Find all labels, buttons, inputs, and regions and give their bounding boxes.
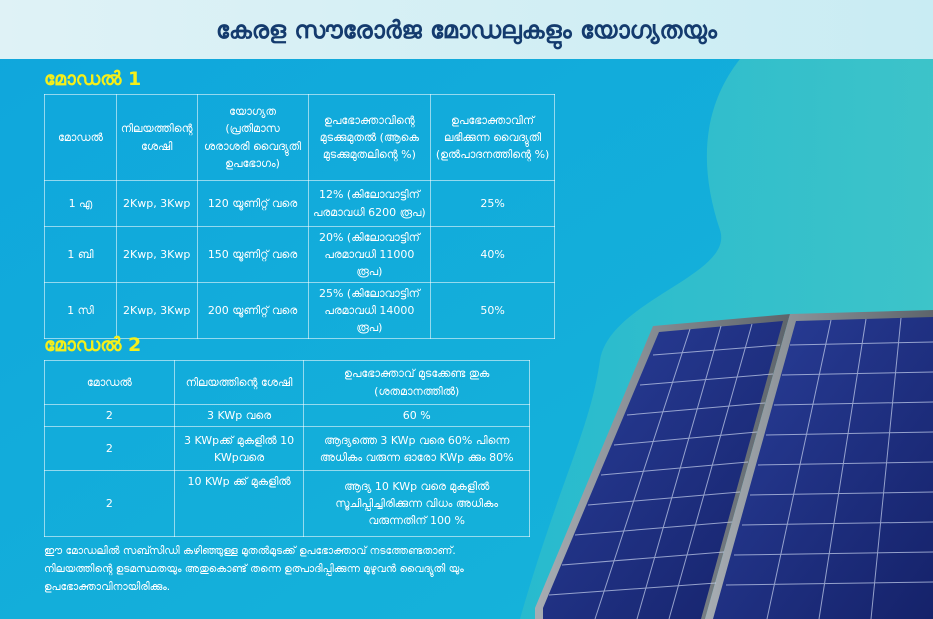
table-row: 2 10 KWp ക്ക് മുകളിൽ ആദ്യ 10 KWp വരെ മുക… xyxy=(44,470,530,538)
table-row: 1 എ 2Kwp, 3Kwp 120 യൂണിറ്റ് വരെ 12% (കില… xyxy=(44,180,555,227)
page-header: കേരള സൗരോർജ മോഡലുകളും യോഗ്യതയും xyxy=(0,0,933,59)
table-row: 1 ബി 2Kwp, 3Kwp 150 യൂണിറ്റ് വരെ 20% (കി… xyxy=(44,225,555,284)
table-cell: 2 xyxy=(44,403,175,428)
table-cell: 1 സി xyxy=(44,282,117,340)
table-cell: 12% (കിലോവാട്ടിന് പരമാവധി 6200 രൂപ) xyxy=(307,180,432,227)
table-cell: 2Kwp, 3Kwp xyxy=(115,282,198,340)
model1-heading: മോഡൽ 1 xyxy=(44,68,142,90)
table-cell: 2 xyxy=(44,470,175,538)
table-cell: 2 xyxy=(44,426,175,472)
column-header: ഉപഭോക്താവിന്റെ മുടക്കുമുതൽ (ആകെ മുടക്കുമ… xyxy=(307,94,432,181)
column-header: മോഡൽ xyxy=(44,94,117,181)
table-header-row: മോഡൽ നിലയത്തിന്റെ ശേഷി യോഗ്യത (പ്രതിമാസ … xyxy=(44,94,555,181)
table-cell: 25% xyxy=(430,180,555,227)
page-title: കേരള സൗരോർജ മോഡലുകളും യോഗ്യതയും xyxy=(216,15,717,44)
table-cell: 3 KWpക്ക് മുകളിൽ 10 KWpവരെ xyxy=(173,426,305,472)
table-header-row: മോഡൽ നിലയത്തിന്റെ ശേഷി ഉപഭോക്താവ് മുടക്ക… xyxy=(44,360,530,405)
table-cell: 150 യൂണിറ്റ് വരെ xyxy=(196,225,309,284)
column-header: നിലയത്തിന്റെ ശേഷി xyxy=(173,360,305,405)
table-cell: 200 യൂണിറ്റ് വരെ xyxy=(196,282,309,340)
table-cell: 3 KWp വരെ xyxy=(173,403,305,428)
model2-table: മോഡൽ നിലയത്തിന്റെ ശേഷി ഉപഭോക്താവ് മുടക്ക… xyxy=(44,360,530,538)
table-cell: 60 % xyxy=(303,403,530,428)
table-cell: 1 എ xyxy=(44,180,117,227)
table-row: 1 സി 2Kwp, 3Kwp 200 യൂണിറ്റ് വരെ 25% (കി… xyxy=(44,282,555,340)
column-header: നിലയത്തിന്റെ ശേഷി xyxy=(115,94,198,181)
table-cell: 120 യൂണിറ്റ് വരെ xyxy=(196,180,309,227)
model2-heading: മോഡൽ 2 xyxy=(44,334,142,356)
table-cell: 2Kwp, 3Kwp xyxy=(115,180,198,227)
table-row: 2 3 KWp വരെ 60 % xyxy=(44,403,530,428)
table-cell: 25% (കിലോവാട്ടിന് പരമാവധി 14000 രൂപ) xyxy=(307,282,432,340)
table-row: 2 3 KWpക്ക് മുകളിൽ 10 KWpവരെ ആദ്യത്തെ 3 … xyxy=(44,426,530,472)
table-cell: ആദ്യ 10 KWp വരെ മുകളിൽ സൂചിപ്പിച്ചിരിക്ക… xyxy=(303,470,530,538)
table-cell: 10 KWp ക്ക് മുകളിൽ xyxy=(173,470,305,538)
column-header: ഉപഭോക്താവിന് ലഭിക്കുന്ന വൈദ്യുതി (ഉൽപാദന… xyxy=(430,94,555,181)
table-cell: 50% xyxy=(430,282,555,340)
solar-panel-image xyxy=(535,310,933,619)
table-cell: 2Kwp, 3Kwp xyxy=(115,225,198,284)
table-cell: ആദ്യത്തെ 3 KWp വരെ 60% പിന്നെ അധികം വരുന… xyxy=(303,426,530,472)
table-cell: 1 ബി xyxy=(44,225,117,284)
model1-table: മോഡൽ നിലയത്തിന്റെ ശേഷി യോഗ്യത (പ്രതിമാസ … xyxy=(44,94,555,340)
table-cell: 20% (കിലോവാട്ടിന് പരമാവധി 11000 രൂപ) xyxy=(307,225,432,284)
model2-footnote: ഈ മോഡലിൽ സബ്സിഡി കഴിഞ്ഞുള്ള മുതൽമുടക്ക് … xyxy=(44,545,464,593)
column-header: യോഗ്യത (പ്രതിമാസ ശരാശരി വൈദ്യുതി ഉപഭോഗം) xyxy=(196,94,309,181)
column-header: മോഡൽ xyxy=(44,360,175,405)
table-cell: 40% xyxy=(430,225,555,284)
column-header: ഉപഭോക്താവ് മുടക്കേണ്ട തുക (ശതമാനത്തിൽ) xyxy=(303,360,530,405)
